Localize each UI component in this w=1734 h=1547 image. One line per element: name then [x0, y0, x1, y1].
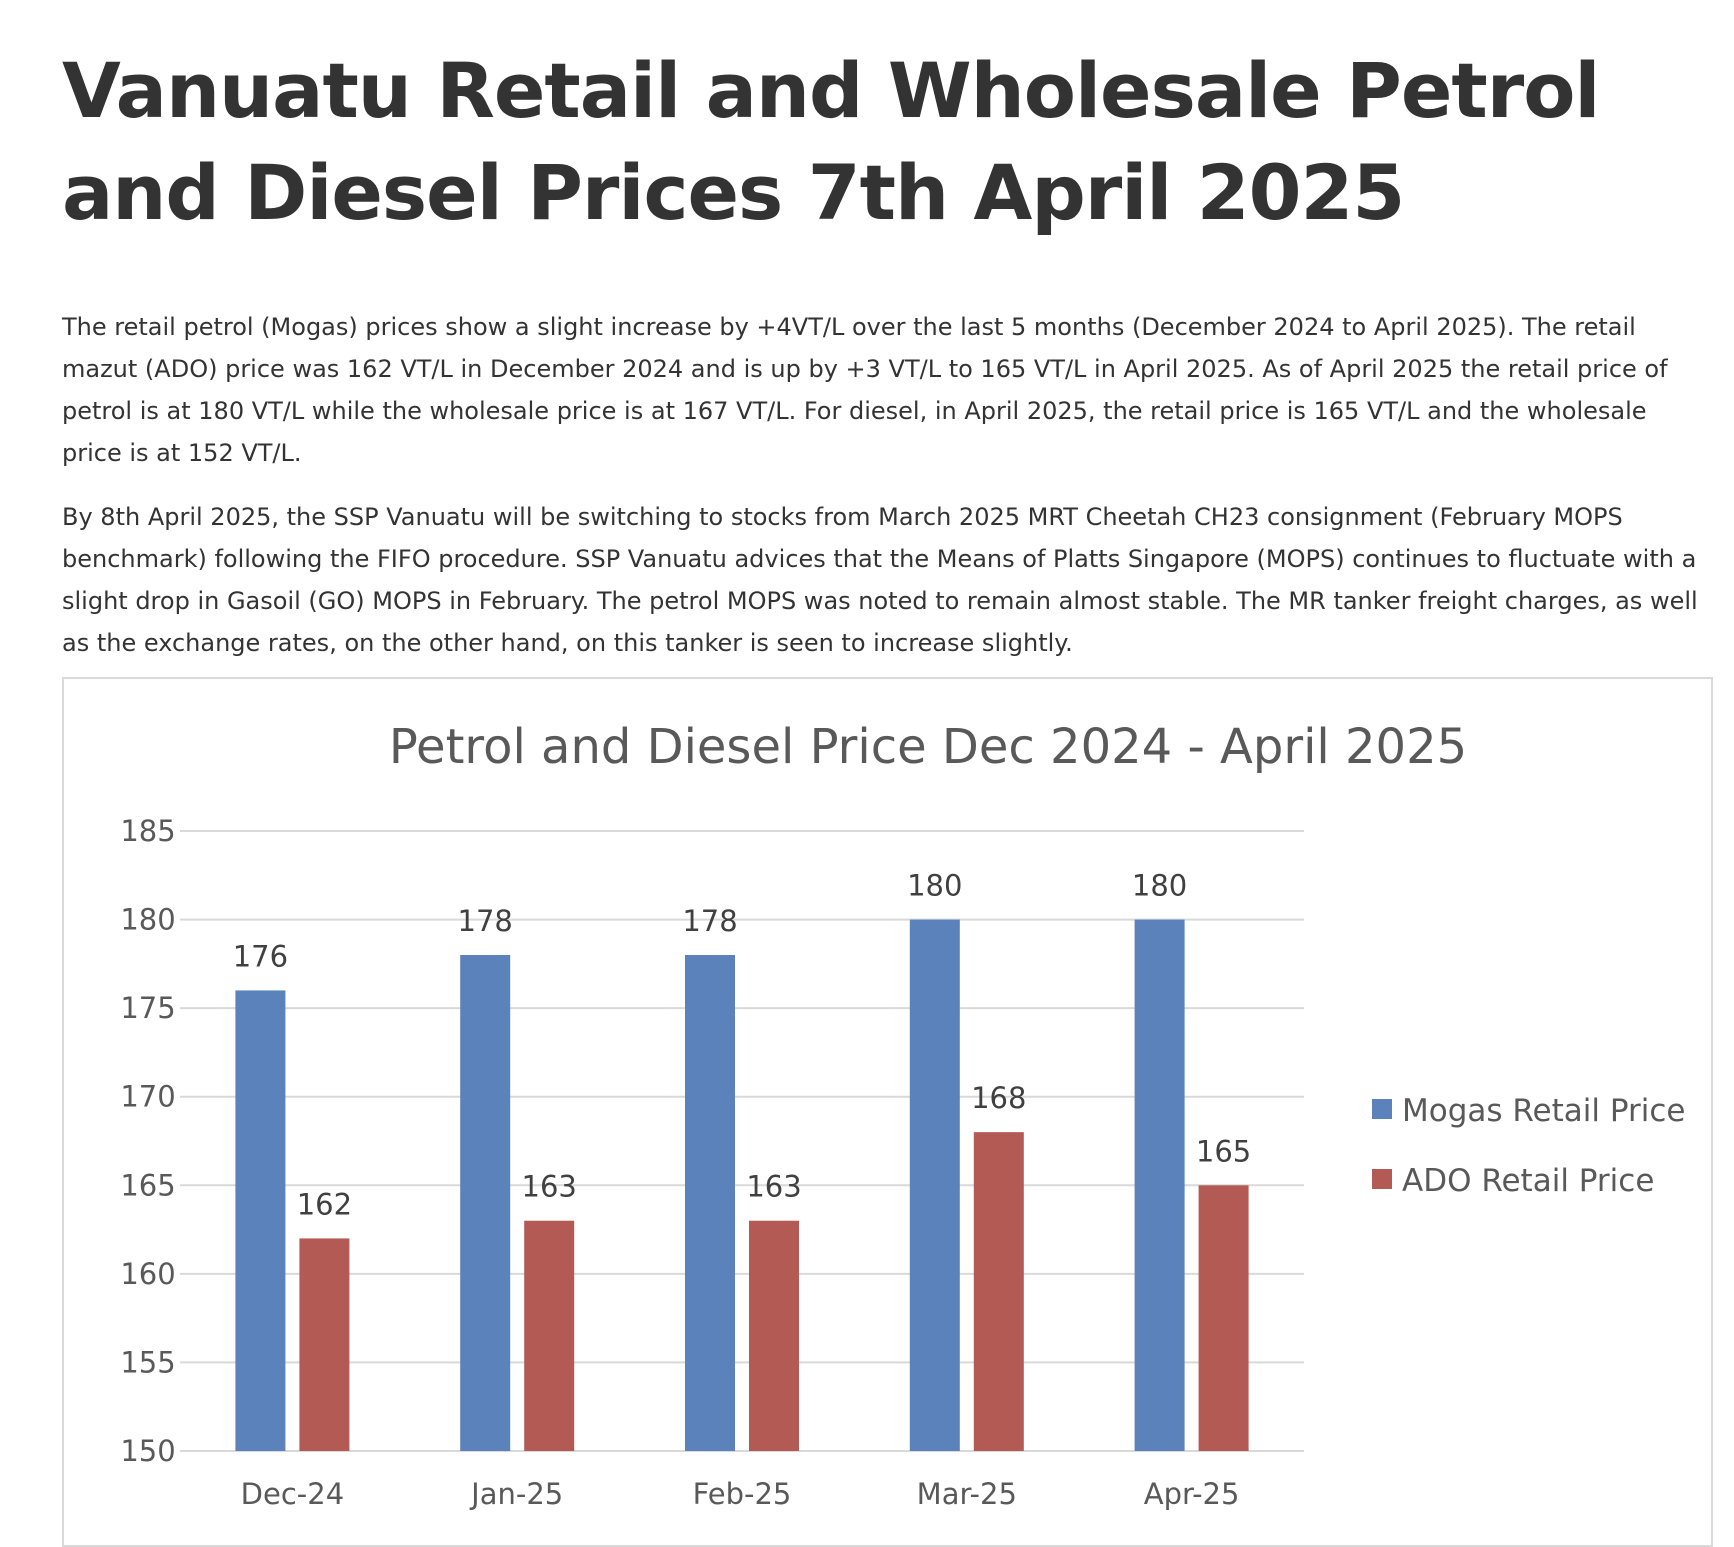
bar-mogas-feb-25 — [685, 955, 735, 1451]
data-label: 176 — [233, 939, 288, 973]
bar-mogas-apr-25 — [1134, 919, 1185, 1451]
y-tick-label: 180 — [120, 903, 175, 937]
data-label: 168 — [971, 1081, 1026, 1115]
legend-swatch — [1372, 1169, 1392, 1189]
y-tick-label: 160 — [120, 1257, 175, 1291]
bar-mogas-jan-25 — [460, 955, 511, 1451]
article-paragraph-2: By 8th April 2025, the SSP Vanuatu will … — [62, 503, 1698, 657]
bar-ado-dec-24 — [299, 1238, 350, 1451]
y-tick-label: 185 — [120, 814, 175, 848]
data-label: 163 — [522, 1170, 577, 1204]
y-tick-label: 165 — [120, 1168, 175, 1202]
data-label: 162 — [297, 1187, 352, 1221]
y-tick-label: 175 — [120, 991, 175, 1025]
data-label: 180 — [907, 869, 962, 903]
y-tick-label: 170 — [120, 1080, 175, 1114]
bars — [235, 919, 1249, 1451]
x-tick-label: Jan-25 — [469, 1477, 563, 1511]
legend-swatch — [1372, 1099, 1392, 1119]
bar-ado-mar-25 — [973, 1132, 1024, 1451]
data-label: 178 — [458, 904, 513, 938]
article-headline: Vanuatu Retail and Wholesale Petrol and … — [62, 46, 1600, 237]
bar-ado-jan-25 — [524, 1220, 575, 1451]
gridlines — [180, 830, 1304, 1452]
x-tick-label: Mar-25 — [917, 1477, 1017, 1511]
chart-container: Petrol and Diesel Price Dec 2024 - April… — [62, 677, 1713, 1547]
bar-chart: Petrol and Diesel Price Dec 2024 - April… — [120, 719, 1685, 1511]
data-label: 165 — [1196, 1134, 1251, 1168]
data-label: 180 — [1132, 869, 1187, 903]
x-tick-label: Dec-24 — [241, 1477, 344, 1511]
bar-mogas-mar-25 — [909, 919, 960, 1451]
y-tick-label: 155 — [120, 1345, 175, 1379]
chart-title: Petrol and Diesel Price Dec 2024 - April… — [389, 719, 1467, 775]
data-label: 178 — [682, 904, 737, 938]
x-axis-ticks: Dec-24 Jan-25 Feb-25 Mar-25 Apr-25 — [241, 1477, 1240, 1511]
x-tick-label: Apr-25 — [1144, 1477, 1240, 1511]
data-label: 163 — [746, 1170, 801, 1204]
legend-label: Mogas Retail Price — [1402, 1093, 1685, 1129]
article-paragraph-1: The retail petrol (Mogas) prices show a … — [62, 313, 1668, 467]
article: Vanuatu Retail and Wholesale Petrol and … — [62, 40, 1712, 664]
y-axis-ticks: 150 155 160 165 170 175 180 185 — [120, 814, 175, 1468]
bar-mogas-dec-24 — [235, 990, 286, 1451]
y-tick-label: 150 — [120, 1434, 175, 1468]
bar-ado-feb-25 — [749, 1220, 799, 1451]
bar-ado-apr-25 — [1198, 1185, 1249, 1451]
legend-label: ADO Retail Price — [1402, 1163, 1654, 1199]
x-tick-label: Feb-25 — [693, 1477, 792, 1511]
legend: Mogas Retail Price ADO Retail Price — [1372, 1093, 1685, 1199]
data-labels: 176 162 178 163 178 163 180 168 180 165 — [233, 869, 1252, 1222]
